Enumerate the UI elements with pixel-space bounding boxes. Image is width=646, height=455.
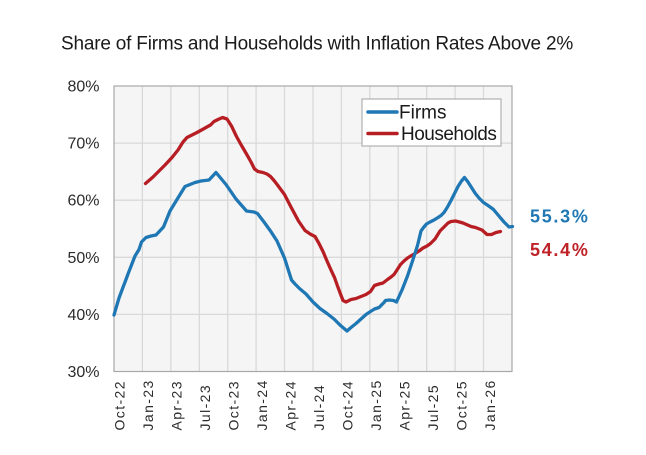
svg-text:70%: 70% bbox=[67, 136, 99, 153]
svg-text:60%: 60% bbox=[67, 193, 99, 210]
svg-text:Share of Firms and Households: Share of Firms and Households with Infla… bbox=[61, 33, 573, 54]
svg-text:Households: Households bbox=[401, 124, 496, 145]
svg-text:Jan-23: Jan-23 bbox=[140, 379, 156, 430]
svg-text:30%: 30% bbox=[67, 364, 99, 381]
svg-text:Jul-24: Jul-24 bbox=[311, 384, 327, 431]
svg-text:Oct-23: Oct-23 bbox=[226, 380, 242, 430]
svg-text:Apr-23: Apr-23 bbox=[169, 380, 185, 430]
svg-text:80%: 80% bbox=[67, 79, 99, 96]
svg-text:54.4%: 54.4% bbox=[530, 240, 590, 260]
svg-text:Jan-25: Jan-25 bbox=[368, 379, 384, 430]
svg-text:Jul-23: Jul-23 bbox=[197, 384, 213, 431]
svg-text:Apr-25: Apr-25 bbox=[397, 380, 413, 430]
svg-text:40%: 40% bbox=[67, 307, 99, 324]
svg-text:Oct-25: Oct-25 bbox=[454, 380, 470, 430]
svg-text:Jan-24: Jan-24 bbox=[254, 379, 270, 430]
svg-text:Apr-24: Apr-24 bbox=[283, 380, 299, 430]
svg-text:Firms: Firms bbox=[399, 103, 446, 124]
svg-text:Jul-25: Jul-25 bbox=[425, 384, 441, 431]
svg-text:50%: 50% bbox=[67, 250, 99, 267]
svg-text:Oct-22: Oct-22 bbox=[112, 380, 128, 430]
svg-text:Oct-24: Oct-24 bbox=[340, 380, 356, 430]
svg-text:55.3%: 55.3% bbox=[530, 207, 590, 227]
svg-text:Jan-26: Jan-26 bbox=[482, 379, 498, 430]
